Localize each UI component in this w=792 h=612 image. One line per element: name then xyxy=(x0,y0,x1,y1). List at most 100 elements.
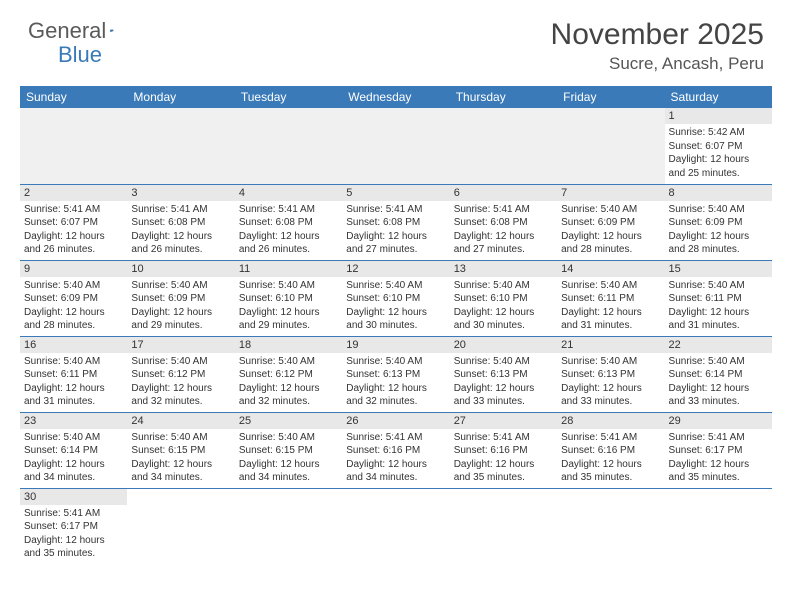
day-number: 7 xyxy=(557,185,664,201)
calendar-empty-cell xyxy=(342,108,449,184)
day-detail-line: Sunrise: 5:40 AM xyxy=(24,279,123,293)
calendar-day-cell: 17Sunrise: 5:40 AMSunset: 6:12 PMDayligh… xyxy=(127,336,234,412)
day-detail-line: Daylight: 12 hours xyxy=(239,306,338,320)
day-detail-line: Daylight: 12 hours xyxy=(561,458,660,472)
calendar-day-cell: 29Sunrise: 5:41 AMSunset: 6:17 PMDayligh… xyxy=(665,412,772,488)
day-detail-line: Daylight: 12 hours xyxy=(346,458,445,472)
day-detail-line: and 27 minutes. xyxy=(346,243,445,257)
day-detail-line: and 30 minutes. xyxy=(454,319,553,333)
calendar-day-cell: 21Sunrise: 5:40 AMSunset: 6:13 PMDayligh… xyxy=(557,336,664,412)
day-detail-line: Sunset: 6:11 PM xyxy=(561,292,660,306)
calendar-day-cell: 22Sunrise: 5:40 AMSunset: 6:14 PMDayligh… xyxy=(665,336,772,412)
logo-text-1: General xyxy=(28,18,106,44)
calendar-day-cell: 15Sunrise: 5:40 AMSunset: 6:11 PMDayligh… xyxy=(665,260,772,336)
day-detail-line: Sunrise: 5:40 AM xyxy=(239,279,338,293)
day-number: 9 xyxy=(20,261,127,277)
day-detail-line: Sunset: 6:08 PM xyxy=(454,216,553,230)
day-number: 21 xyxy=(557,337,664,353)
day-details: Sunrise: 5:40 AMSunset: 6:15 PMDaylight:… xyxy=(127,429,234,487)
calendar-day-cell: 14Sunrise: 5:40 AMSunset: 6:11 PMDayligh… xyxy=(557,260,664,336)
day-detail-line: Sunset: 6:16 PM xyxy=(561,444,660,458)
day-detail-line: Sunset: 6:07 PM xyxy=(669,140,768,154)
weekday-header: Friday xyxy=(557,86,664,108)
day-detail-line: Sunrise: 5:40 AM xyxy=(131,355,230,369)
day-details: Sunrise: 5:40 AMSunset: 6:10 PMDaylight:… xyxy=(342,277,449,335)
calendar-day-cell: 13Sunrise: 5:40 AMSunset: 6:10 PMDayligh… xyxy=(450,260,557,336)
calendar-empty-cell xyxy=(557,108,664,184)
day-detail-line: Daylight: 12 hours xyxy=(669,382,768,396)
day-detail-line: Daylight: 12 hours xyxy=(454,230,553,244)
day-details: Sunrise: 5:41 AMSunset: 6:08 PMDaylight:… xyxy=(342,201,449,259)
calendar-empty-cell xyxy=(127,488,234,564)
day-detail-line: Daylight: 12 hours xyxy=(24,306,123,320)
day-detail-line: and 31 minutes. xyxy=(669,319,768,333)
calendar-day-cell: 9Sunrise: 5:40 AMSunset: 6:09 PMDaylight… xyxy=(20,260,127,336)
day-detail-line: Sunrise: 5:40 AM xyxy=(24,431,123,445)
day-detail-line: Sunset: 6:16 PM xyxy=(454,444,553,458)
day-detail-line: Sunset: 6:17 PM xyxy=(669,444,768,458)
calendar-empty-cell xyxy=(665,488,772,564)
day-detail-line: Daylight: 12 hours xyxy=(669,306,768,320)
day-number: 13 xyxy=(450,261,557,277)
calendar-empty-cell xyxy=(127,108,234,184)
day-details: Sunrise: 5:40 AMSunset: 6:13 PMDaylight:… xyxy=(450,353,557,411)
day-detail-line: and 35 minutes. xyxy=(669,471,768,485)
calendar-empty-cell xyxy=(557,488,664,564)
day-details: Sunrise: 5:41 AMSunset: 6:08 PMDaylight:… xyxy=(127,201,234,259)
day-detail-line: Sunset: 6:08 PM xyxy=(346,216,445,230)
weekday-header: Saturday xyxy=(665,86,772,108)
day-number: 29 xyxy=(665,413,772,429)
calendar-day-cell: 28Sunrise: 5:41 AMSunset: 6:16 PMDayligh… xyxy=(557,412,664,488)
day-detail-line: and 34 minutes. xyxy=(346,471,445,485)
header: General November 2025 Sucre, Ancash, Per… xyxy=(0,0,792,82)
day-detail-line: and 28 minutes. xyxy=(24,319,123,333)
day-detail-line: Sunrise: 5:41 AM xyxy=(24,203,123,217)
day-detail-line: Daylight: 12 hours xyxy=(131,458,230,472)
day-detail-line: Sunrise: 5:40 AM xyxy=(561,279,660,293)
day-detail-line: Sunrise: 5:41 AM xyxy=(669,431,768,445)
day-detail-line: Sunset: 6:09 PM xyxy=(131,292,230,306)
calendar-day-cell: 4Sunrise: 5:41 AMSunset: 6:08 PMDaylight… xyxy=(235,184,342,260)
day-detail-line: and 35 minutes. xyxy=(24,547,123,561)
calendar-body: 1Sunrise: 5:42 AMSunset: 6:07 PMDaylight… xyxy=(20,108,772,564)
day-details: Sunrise: 5:40 AMSunset: 6:14 PMDaylight:… xyxy=(665,353,772,411)
day-number: 30 xyxy=(20,489,127,505)
day-number: 25 xyxy=(235,413,342,429)
day-detail-line: Daylight: 12 hours xyxy=(454,306,553,320)
calendar-day-cell: 6Sunrise: 5:41 AMSunset: 6:08 PMDaylight… xyxy=(450,184,557,260)
day-number: 17 xyxy=(127,337,234,353)
day-detail-line: Sunrise: 5:40 AM xyxy=(561,203,660,217)
day-detail-line: Daylight: 12 hours xyxy=(454,458,553,472)
calendar-week-row: 2Sunrise: 5:41 AMSunset: 6:07 PMDaylight… xyxy=(20,184,772,260)
day-detail-line: Sunrise: 5:40 AM xyxy=(239,431,338,445)
day-detail-line: Sunset: 6:14 PM xyxy=(669,368,768,382)
day-detail-line: Sunset: 6:13 PM xyxy=(454,368,553,382)
calendar-week-row: 1Sunrise: 5:42 AMSunset: 6:07 PMDaylight… xyxy=(20,108,772,184)
day-detail-line: Daylight: 12 hours xyxy=(346,382,445,396)
calendar-day-cell: 25 Sunrise: 5:40 AMSunset: 6:15 PMDayligh… xyxy=(235,412,342,488)
day-number: 28 xyxy=(557,413,664,429)
day-detail-line: and 29 minutes. xyxy=(239,319,338,333)
day-detail-line: and 28 minutes. xyxy=(561,243,660,257)
day-detail-line: Daylight: 12 hours xyxy=(239,382,338,396)
day-detail-line: Sunset: 6:15 PM xyxy=(239,444,338,458)
calendar-day-cell: 19Sunrise: 5:40 AMSunset: 6:13 PMDayligh… xyxy=(342,336,449,412)
day-detail-line: and 35 minutes. xyxy=(454,471,553,485)
day-detail-line: Daylight: 12 hours xyxy=(561,230,660,244)
day-detail-line: Sunset: 6:12 PM xyxy=(131,368,230,382)
day-details: Sunrise: 5:40 AMSunset: 6:11 PMDaylight:… xyxy=(665,277,772,335)
day-detail-line: Sunrise: 5:40 AM xyxy=(454,355,553,369)
calendar-day-cell: 8Sunrise: 5:40 AMSunset: 6:09 PMDaylight… xyxy=(665,184,772,260)
day-detail-line: Sunrise: 5:41 AM xyxy=(454,431,553,445)
day-details: Sunrise: 5:40 AMSunset: 6:09 PMDaylight:… xyxy=(20,277,127,335)
day-detail-line: Sunrise: 5:42 AM xyxy=(669,126,768,140)
day-detail-line: and 30 minutes. xyxy=(346,319,445,333)
day-detail-line: and 33 minutes. xyxy=(454,395,553,409)
day-details: Sunrise: 5:41 AMSunset: 6:07 PMDaylight:… xyxy=(20,201,127,259)
day-details: Sunrise: 5:40 AMSunset: 6:13 PMDaylight:… xyxy=(557,353,664,411)
day-detail-line: Daylight: 12 hours xyxy=(239,458,338,472)
day-detail-line: Sunset: 6:10 PM xyxy=(239,292,338,306)
calendar-week-row: 9Sunrise: 5:40 AMSunset: 6:09 PMDaylight… xyxy=(20,260,772,336)
day-detail-line: Daylight: 12 hours xyxy=(24,230,123,244)
calendar-empty-cell xyxy=(235,488,342,564)
